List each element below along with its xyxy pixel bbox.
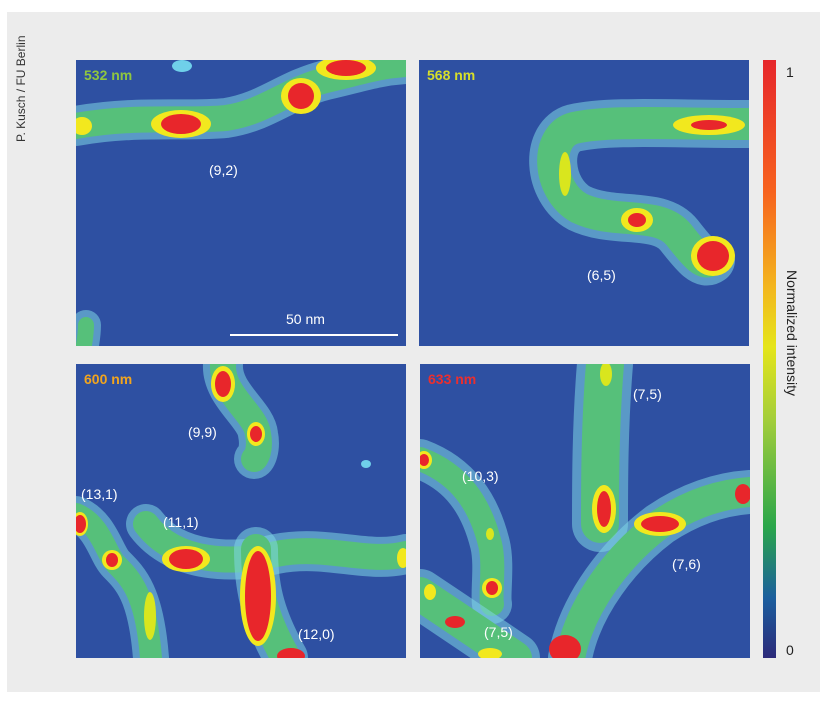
nanotube-label: (7,5) xyxy=(484,624,513,640)
nanotube-label: (13,1) xyxy=(81,486,118,502)
intensity-map-532 xyxy=(76,60,406,346)
nanotube-label: (7,5) xyxy=(633,386,662,402)
nanotube-label: (10,3) xyxy=(462,468,499,484)
colorbar-title: Normalized intensity xyxy=(784,270,800,397)
intensity-map-633 xyxy=(420,364,750,658)
panel-532nm: 532 nm (9,2) 50 nm xyxy=(76,60,406,346)
nanotube-label: (9,2) xyxy=(209,162,238,178)
nanotube-label: (6,5) xyxy=(587,267,616,283)
nanotube-label: (9,9) xyxy=(188,424,217,440)
wavelength-label: 532 nm xyxy=(84,67,133,83)
nanotube-label: (12,0) xyxy=(298,626,335,642)
colorbar xyxy=(763,60,776,658)
intensity-map-600 xyxy=(76,364,406,658)
colorbar-min-label: 0 xyxy=(786,642,794,658)
wavelength-label: 568 nm xyxy=(427,67,476,83)
colorbar-max-label: 1 xyxy=(786,64,794,80)
panel-633nm: 633 nm (7,5) (10,3) (7,6) (7,5) xyxy=(420,364,750,658)
wavelength-label: 633 nm xyxy=(428,371,477,387)
scale-bar-label: 50 nm xyxy=(286,311,325,327)
panel-600nm: 600 nm (9,9) (13,1) (11,1) (12,0) xyxy=(76,364,406,658)
intensity-map-568 xyxy=(529,99,749,286)
nanotube-label: (7,6) xyxy=(672,556,701,572)
wavelength-label: 600 nm xyxy=(84,371,133,387)
image-credit: P. Kusch / FU Berlin xyxy=(14,35,28,143)
scale-bar xyxy=(230,334,398,336)
nanotube-label: (11,1) xyxy=(163,514,199,530)
panel-568nm: 568 nm (6,5) xyxy=(419,60,749,346)
